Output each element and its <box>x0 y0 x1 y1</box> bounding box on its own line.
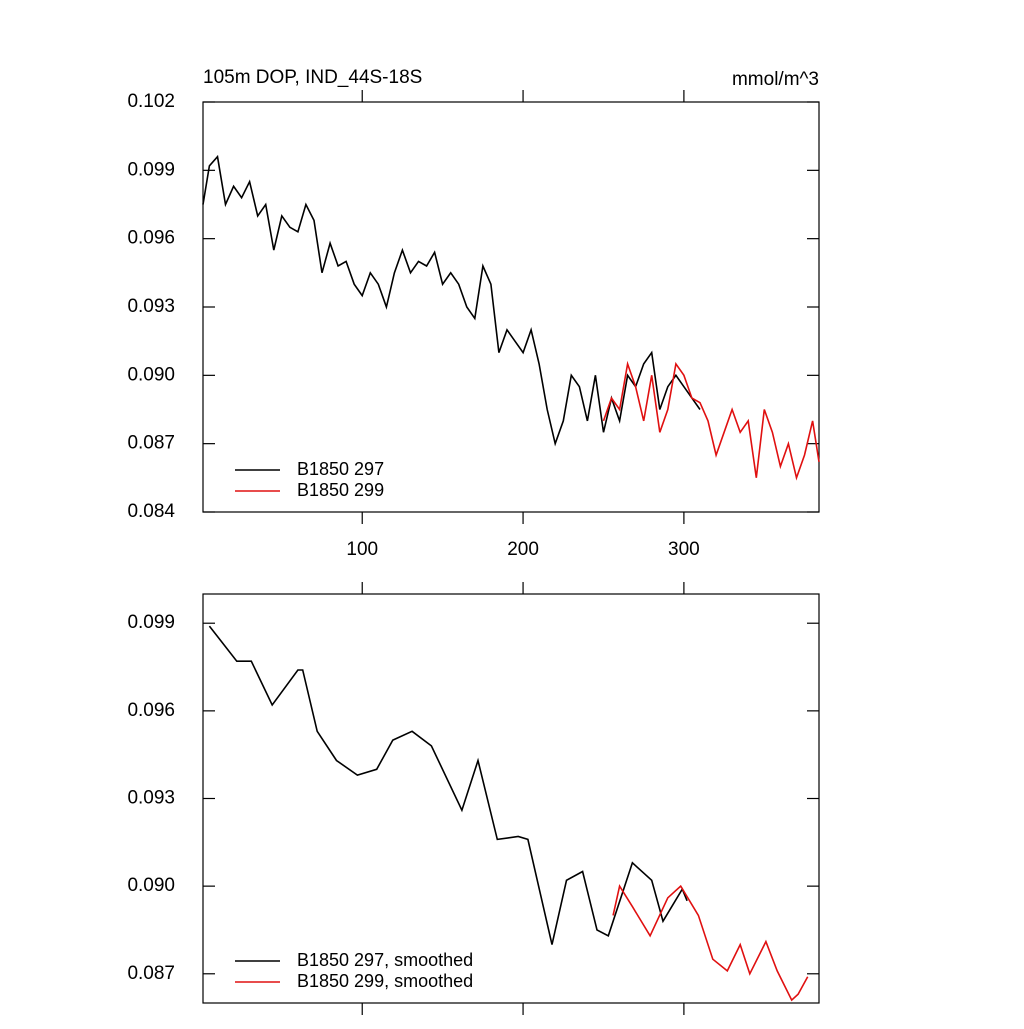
y-tick-label: 0.090 <box>127 875 175 896</box>
plot-frame <box>202 101 820 513</box>
units-label: mmol/m^3 <box>732 69 819 90</box>
y-tick-label: 0.099 <box>127 612 175 633</box>
data-line <box>202 154 701 447</box>
y-tick-label: 0.099 <box>127 159 175 180</box>
data-line <box>612 884 809 1002</box>
x-tick-label: 100 <box>346 539 378 560</box>
y-tick-label: 0.096 <box>127 228 175 249</box>
x-tick-label: 200 <box>507 539 539 560</box>
legend-label: B1850 299 <box>297 480 384 500</box>
chart-title: 105m DOP, IND_44S-18S <box>203 67 422 88</box>
y-tick-label: 0.096 <box>127 700 175 721</box>
data-line <box>602 360 820 481</box>
data-line <box>208 625 688 945</box>
y-tick-label: 0.084 <box>127 501 175 522</box>
y-tick-label: 0.093 <box>127 296 175 317</box>
x-tick-label: 300 <box>668 539 700 560</box>
y-tick-label: 0.090 <box>127 364 175 385</box>
y-tick-label: 0.102 <box>127 91 175 112</box>
legend-label: B1850 297 <box>297 459 384 479</box>
y-tick-label: 0.093 <box>127 788 175 809</box>
plot-frame <box>202 593 820 1004</box>
legend-label: B1850 297, smoothed <box>297 950 473 970</box>
y-tick-label: 0.087 <box>127 433 175 454</box>
y-tick-label: 0.087 <box>127 963 175 984</box>
legend-label: B1850 299, smoothed <box>297 971 473 991</box>
